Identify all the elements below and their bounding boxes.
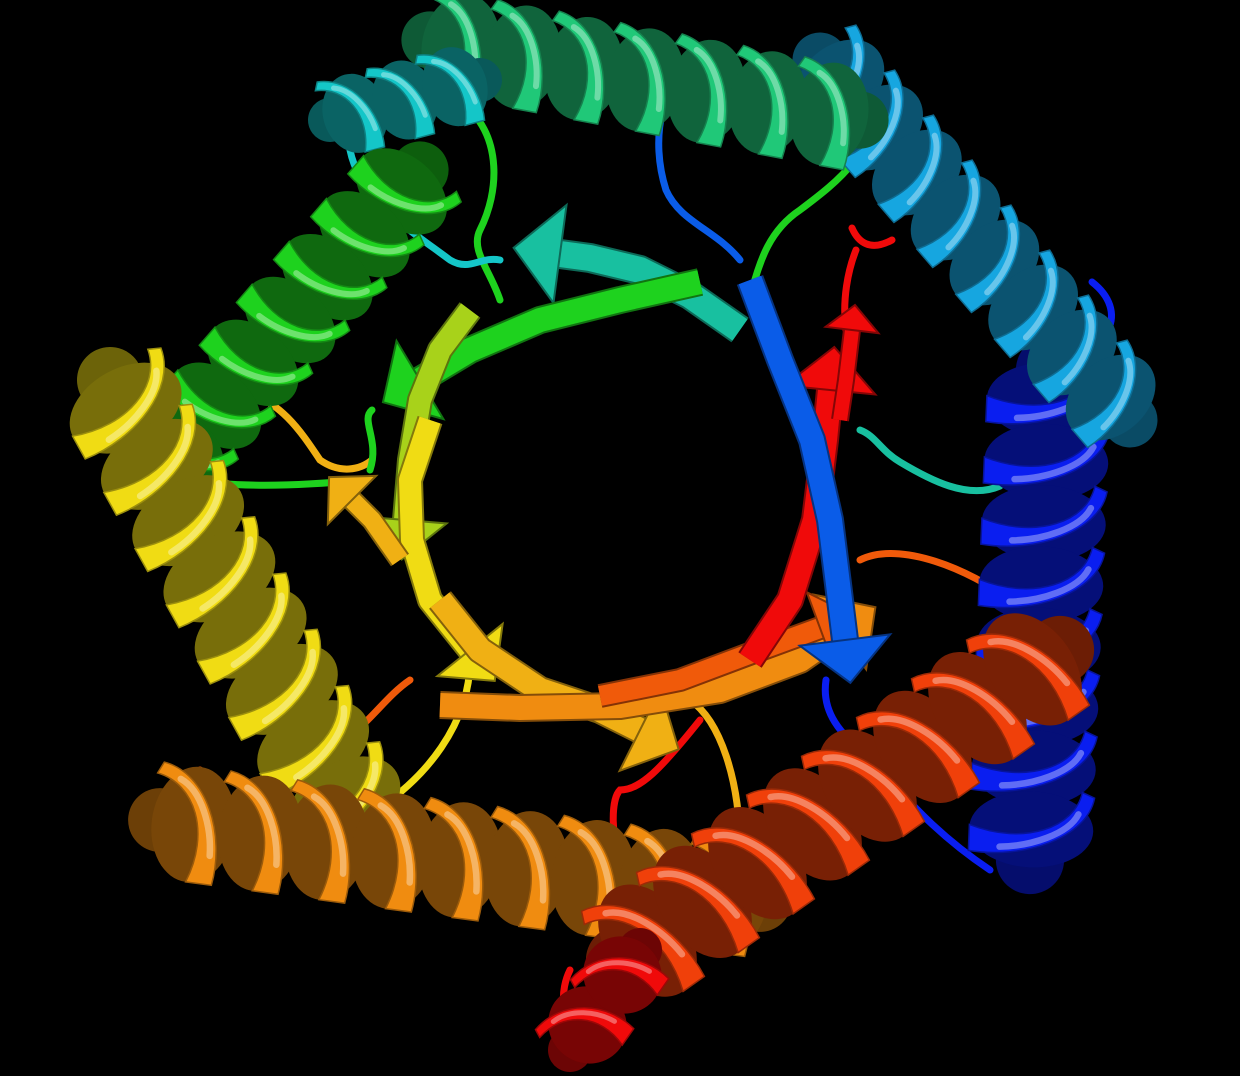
- helix-sky-blue-turn: [1065, 339, 1156, 449]
- coil-10: [364, 406, 377, 474]
- helix-cyan: [308, 47, 502, 154]
- helix-green-top-turn: [605, 21, 685, 137]
- strand-cyan: [512, 202, 749, 343]
- helix-cyan-turn: [314, 73, 388, 154]
- coil-7: [466, 106, 504, 304]
- helix-orange-turn: [284, 778, 369, 904]
- helix-green-top-turn: [667, 33, 746, 148]
- helix-blue-turn: [967, 791, 1096, 868]
- helix-green: [123, 141, 463, 499]
- strand-blue: [736, 275, 893, 685]
- coil-2: [856, 426, 1004, 495]
- helix-red-orange-turn: [965, 613, 1091, 726]
- helix-cyan-turn: [414, 47, 488, 127]
- helix-red: [534, 928, 670, 1072]
- helix-orange-turn: [151, 761, 236, 887]
- helix-orange-turn: [217, 770, 303, 896]
- helix-green-top-turn: [544, 10, 623, 125]
- coil-4: [848, 224, 896, 249]
- strand-gold-left: [326, 474, 410, 567]
- helix-orange-turn: [351, 787, 436, 913]
- strand-red-upper: [822, 303, 881, 422]
- helix-cyan-turn: [364, 60, 438, 140]
- helix-blue-turn: [977, 546, 1106, 623]
- helix-blue-turn: [982, 423, 1111, 500]
- helix-blue-turn: [980, 485, 1108, 562]
- helix-green-top-turn: [790, 55, 869, 171]
- helix-orange-turn: [484, 805, 569, 931]
- helix-orange-turn: [417, 796, 503, 922]
- helix-green-top-turn: [482, 0, 562, 114]
- helix-green-top-turn: [728, 44, 808, 160]
- helix-red-orange: [580, 613, 1095, 997]
- helix-red-turn: [569, 936, 670, 1014]
